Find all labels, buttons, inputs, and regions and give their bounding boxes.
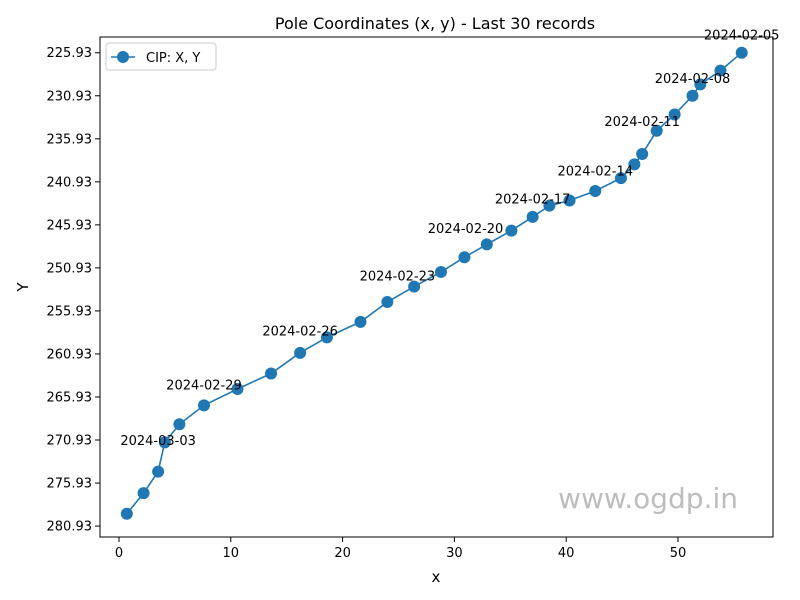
data-point: [231, 382, 244, 395]
legend-box: [105, 42, 217, 71]
legend: CIP: X, Y: [105, 42, 217, 71]
y-tick-label: 230.93: [47, 89, 93, 104]
y-tick-label: 225.93: [47, 46, 93, 61]
data-point: [543, 199, 556, 212]
data-point: [434, 265, 447, 278]
x-tick-label: 40: [558, 546, 575, 561]
data-point: [173, 418, 186, 431]
annotation-layer: 2024-02-05 2024-02-08 2024-02-11 2024-02-14…: [120, 29, 779, 449]
date-annotation: 2024-02-11: [604, 115, 680, 130]
data-point: [294, 346, 307, 359]
x-tick-label: 0: [115, 546, 123, 561]
series-layer: [120, 46, 748, 520]
legend-marker: [117, 51, 129, 63]
data-point: [668, 108, 681, 121]
x-tick-label: 10: [223, 546, 240, 561]
date-annotation: 2024-02-29: [166, 379, 242, 394]
y-axis-ticks: 225.93 230.93 235.93 240.93 245.93 250.93 255.…: [47, 46, 100, 535]
y-tick-label: 235.93: [47, 132, 93, 147]
y-tick-label: 255.93: [47, 304, 93, 319]
y-tick-label: 240.93: [47, 175, 93, 190]
watermark-text: www.ogdp.in: [558, 482, 738, 515]
data-point: [458, 251, 471, 264]
data-point: [354, 315, 367, 328]
y-tick-label: 270.93: [47, 434, 93, 449]
data-point: [505, 224, 518, 237]
data-point: [197, 399, 210, 412]
data-point: [686, 89, 699, 102]
date-annotation: 2024-02-14: [557, 164, 633, 179]
x-tick-label: 50: [670, 546, 687, 561]
data-point: [650, 124, 663, 137]
y-axis-label: Y: [14, 282, 32, 293]
data-point: [735, 46, 748, 59]
date-annotation: 2024-03-03: [120, 434, 196, 449]
data-point: [120, 507, 133, 520]
data-point: [265, 367, 278, 380]
x-axis-ticks: 0 10 20 30 40 50: [115, 537, 686, 561]
data-point: [381, 296, 394, 309]
x-tick-label: 20: [334, 546, 351, 561]
date-annotation: 2024-02-08: [655, 72, 731, 87]
y-tick-label: 280.93: [47, 520, 93, 535]
date-annotation: 2024-02-05: [704, 29, 780, 44]
date-annotation: 2024-02-17: [495, 192, 571, 207]
y-tick-label: 245.93: [47, 218, 93, 233]
legend-label: CIP: X, Y: [146, 51, 200, 66]
data-point: [137, 487, 150, 500]
y-tick-label: 250.93: [47, 261, 93, 276]
chart-title: Pole Coordinates (x, y) - Last 30 record…: [275, 14, 595, 33]
data-point: [636, 148, 649, 161]
y-tick-label: 265.93: [47, 390, 93, 405]
data-point: [694, 78, 707, 91]
date-annotation: 2024-02-23: [360, 269, 436, 284]
data-point: [158, 436, 171, 449]
data-point: [589, 185, 602, 198]
data-point: [526, 210, 539, 223]
data-point: [614, 172, 627, 185]
data-point: [152, 465, 165, 478]
x-tick-label: 30: [446, 546, 463, 561]
x-axis-label: x: [432, 568, 441, 586]
date-annotation: 2024-02-26: [262, 325, 338, 340]
y-tick-label: 275.93: [47, 477, 93, 492]
plot-frame: [99, 36, 774, 538]
data-point: [714, 64, 727, 77]
data-point: [480, 238, 493, 251]
data-point: [320, 331, 333, 344]
data-point: [563, 194, 576, 207]
date-annotation: 2024-02-20: [428, 222, 504, 237]
y-tick-label: 260.93: [47, 347, 93, 362]
data-point: [408, 280, 421, 293]
data-point: [628, 158, 641, 171]
